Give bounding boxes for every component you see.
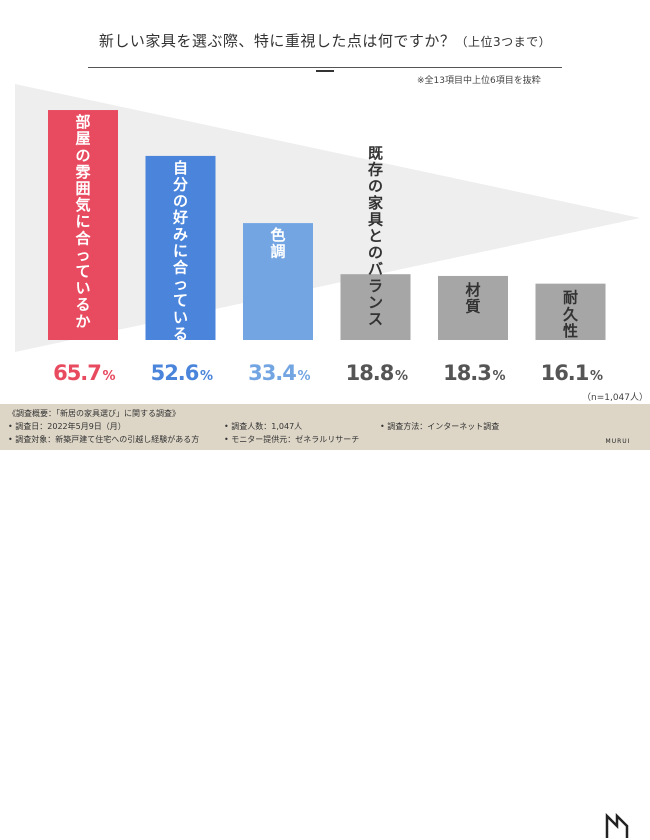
sample-size-note: （n=1,047人）: [582, 393, 649, 403]
bar-label-6: 耐久性: [563, 289, 579, 340]
bar-5: [438, 275, 508, 340]
title-suffix: （上位3つまで）: [455, 35, 552, 49]
value-label-5: 18.3: [443, 361, 491, 385]
bar-1: [48, 110, 118, 340]
footer-heading: 《調査概要：「新居の家具選び」に関する調査》: [8, 409, 180, 418]
percent-sign-1: %: [102, 369, 115, 384]
bar-label-2: 自分の好みに合っているか: [172, 159, 189, 360]
footer-date: • 調査日：2022年5月9日（月）: [8, 422, 126, 431]
footer-provider: • モニター提供元：ゼネラルリサーチ: [224, 435, 360, 444]
excerpt-note: ※全13項目中上位6項目を抜粋: [417, 76, 541, 86]
value-label-2: 52.6: [151, 361, 199, 385]
value-label-4: 18.8: [346, 361, 394, 385]
percent-sign-3: %: [297, 369, 310, 384]
chart-title: 新しい家具を選ぶ際、特に重視した点は何ですか？（上位3つまで）: [0, 30, 650, 51]
brand-name: MURUI: [605, 438, 631, 445]
value-label-3: 33.4: [248, 361, 296, 385]
bar-3: [243, 223, 313, 340]
footer-target: • 調査対象：新築戸建て住宅への引越し経験がある方: [8, 435, 200, 444]
title-underline: [88, 67, 562, 68]
bar-6: [535, 283, 606, 340]
murui-logo-icon: [605, 812, 629, 838]
value-label-6: 16.1: [541, 361, 589, 385]
percent-sign-6: %: [590, 369, 603, 384]
footer-count: • 調査人数：1,047人: [224, 422, 303, 431]
title-center-mark: [316, 70, 334, 72]
survey-footer: 《調査概要：「新居の家具選び」に関する調査》 • 調査日：2022年5月9日（月…: [0, 404, 650, 838]
percent-sign-5: %: [492, 369, 505, 384]
bar-label-1: 部屋の雰囲気に合っているか: [74, 113, 91, 330]
title-main: 新しい家具を選ぶ際、特に重視した点は何ですか？: [98, 32, 456, 50]
percent-sign-2: %: [200, 369, 213, 384]
bar-label-3: 色調: [270, 226, 285, 261]
footer-method: • 調査方法：インターネット調査: [380, 422, 500, 431]
bar-2: [145, 155, 216, 340]
bar-label-4: 既存の家具とのバランス: [368, 144, 383, 328]
bar-4: [340, 274, 411, 340]
percent-sign-4: %: [395, 369, 408, 384]
value-label-1: 65.7: [53, 361, 101, 385]
infographic: 新しい家具を選ぶ際、特に重視した点は何ですか？（上位3つまで） ※全13項目中上…: [0, 30, 650, 838]
bar-label-5: 材質: [465, 281, 480, 316]
